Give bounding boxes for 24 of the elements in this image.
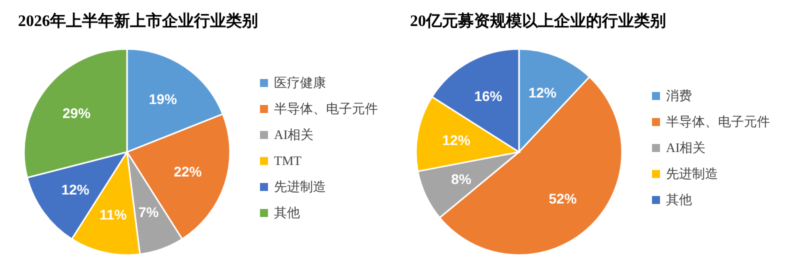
legend-label: AI相关 (274, 126, 314, 144)
data-label: 8% (451, 171, 472, 188)
legend-label: 消费 (666, 87, 692, 105)
legend-label: 其他 (274, 204, 300, 222)
legend-label: TMT (274, 152, 302, 170)
chart-title: 20亿元募资规模以上企业的行业类别 (410, 12, 667, 32)
data-label: 52% (548, 190, 578, 207)
data-label: 19% (148, 91, 178, 108)
legend-label: 先进制造 (666, 165, 718, 183)
data-label: 16% (474, 88, 503, 104)
chart-title: 2026年上半年新上市企业行业类别 (18, 11, 259, 32)
legend-label: 半导体、电子元件 (666, 113, 770, 131)
data-label: 7% (138, 204, 160, 220)
legend-label: AI相关 (666, 139, 706, 157)
legend-label: 医疗健康 (274, 74, 326, 92)
legend-label: 先进制造 (274, 178, 326, 196)
data-label: 12% (442, 132, 471, 148)
legend-label: 半导体、电子元件 (274, 100, 378, 118)
data-label: 12% (528, 84, 558, 101)
data-label: 12% (61, 182, 90, 198)
data-label: 29% (62, 104, 92, 121)
data-label: 22% (174, 164, 202, 180)
data-label: 11% (99, 206, 128, 222)
legend-label: 其他 (666, 191, 692, 209)
